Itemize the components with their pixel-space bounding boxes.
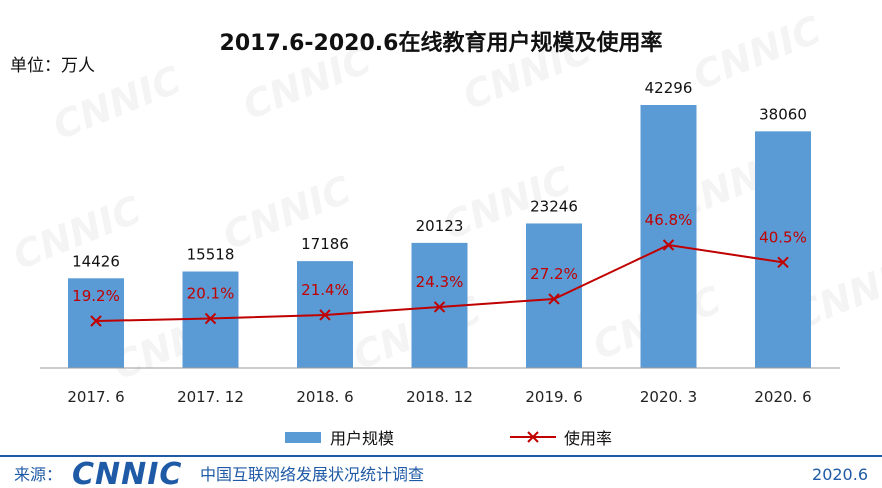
- bar-value-label-6: 38060: [759, 105, 807, 123]
- x-tick-label-3: 2018. 12: [406, 388, 473, 406]
- watermark-3: CNNIC: [687, 7, 827, 98]
- chart-title: 2017.6-2020.6在线教育用户规模及使用率: [220, 30, 663, 56]
- legend-bar-swatch: [285, 432, 321, 443]
- rate-point-0: [90, 315, 102, 327]
- rate-point-4: [548, 293, 560, 305]
- footer-date: 2020.6: [812, 465, 868, 484]
- rate-label-2: 21.4%: [301, 281, 349, 299]
- cnnic-logo: CNNIC: [72, 457, 182, 488]
- x-tick-label-5: 2020. 3: [640, 388, 697, 406]
- rate-label-5: 46.8%: [645, 211, 693, 229]
- source-name: 中国互联网络发展状况统计调查: [200, 465, 424, 484]
- rate-point-1: [204, 312, 217, 325]
- bar-4: [526, 223, 582, 368]
- legend-line-marker: [527, 431, 539, 443]
- legend: 用户规模 使用率: [285, 429, 612, 448]
- bar-value-label-3: 20123: [416, 217, 464, 235]
- bar-5: [640, 105, 697, 368]
- legend-line-label: 使用率: [564, 429, 612, 448]
- bar-value-label-0: 14426: [72, 252, 120, 270]
- rate-point-3: [433, 301, 446, 313]
- rate-point-6: [777, 256, 789, 269]
- rate-label-0: 19.2%: [72, 287, 120, 305]
- source-label: 来源：: [14, 465, 62, 484]
- rate-label-6: 40.5%: [759, 228, 807, 246]
- footer: 来源： CNNIC 中国互联网络发展状况统计调查 2020.6: [14, 457, 868, 488]
- x-tick-labels: 2017. 6 2017. 12 2018. 6 2018. 12 2019. 6 202…: [67, 388, 811, 406]
- rate-label-1: 20.1%: [187, 285, 235, 303]
- unit-label: 单位：万人: [10, 56, 95, 76]
- rate-series: 19.2% 20.1% 21.4% 24.3% 27.2% 46.8% 40.5%: [72, 211, 807, 327]
- legend-bar-label: 用户规模: [330, 429, 394, 448]
- x-tick-label-2: 2018. 6: [296, 388, 353, 406]
- rate-label-4: 27.2%: [530, 265, 578, 283]
- rate-label-3: 24.3%: [416, 273, 464, 291]
- x-tick-label-0: 2017. 6: [67, 388, 124, 406]
- bar-0: [68, 278, 124, 368]
- bar-6: [755, 131, 811, 368]
- bar-value-label-2: 17186: [301, 235, 349, 253]
- bar-value-label-4: 23246: [530, 197, 578, 215]
- x-tick-label-6: 2020. 6: [754, 388, 811, 406]
- rate-point-5: [662, 239, 675, 251]
- rate-point-2: [319, 309, 331, 321]
- x-tick-label-4: 2019. 6: [525, 388, 582, 406]
- bar-value-label-5: 42296: [645, 79, 693, 97]
- x-tick-label-1: 2017. 12: [177, 388, 244, 406]
- bar-value-label-1: 15518: [187, 246, 235, 264]
- bar-series: [68, 105, 811, 368]
- bar-value-labels: 14426 15518 17186 20123 23246 42296 38060: [72, 79, 807, 270]
